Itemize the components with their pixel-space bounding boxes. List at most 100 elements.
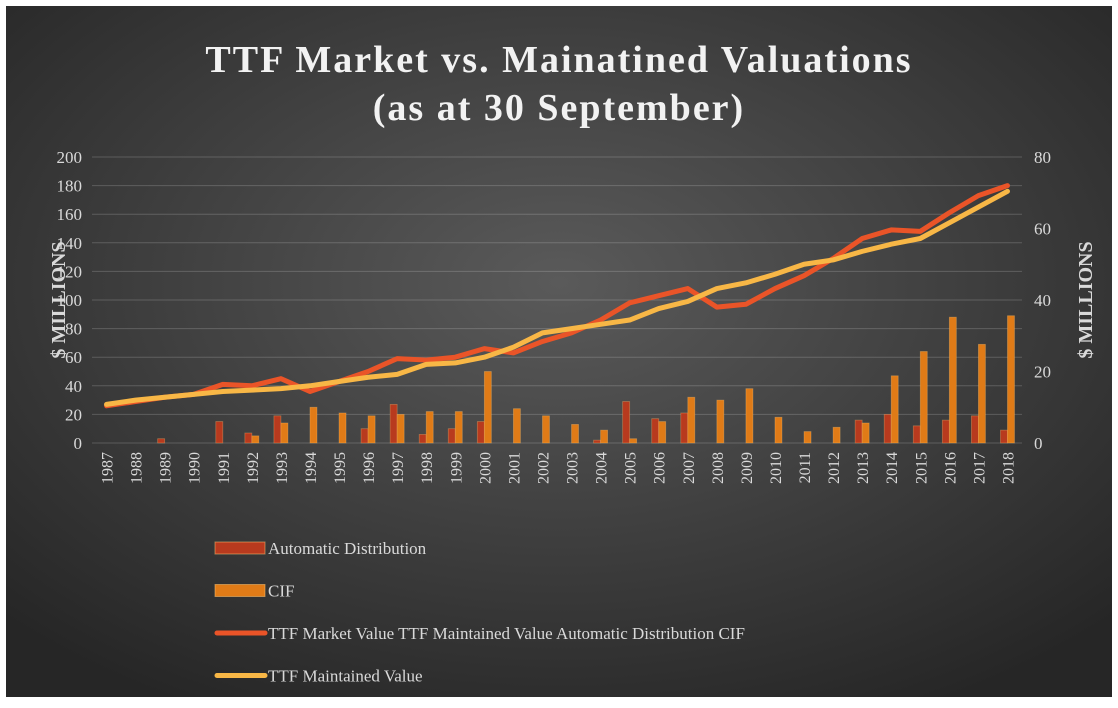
x-tick-label: 2017 <box>971 452 988 484</box>
bar <box>542 415 550 444</box>
x-tick-label: 1988 <box>129 452 146 484</box>
bar <box>658 421 667 444</box>
y2-tick-label: 80 <box>1034 148 1051 167</box>
background <box>6 6 1112 697</box>
legend-label: TTF Maintained Value <box>268 667 423 686</box>
bar <box>367 415 376 444</box>
bar <box>629 438 638 444</box>
y2-tick-label: 40 <box>1034 291 1051 310</box>
bar <box>483 371 492 444</box>
legend-label: Automatic Distribution <box>268 539 427 558</box>
y-tick-label: 120 <box>57 262 83 281</box>
legend-swatch <box>214 584 266 597</box>
x-tick-label: 2018 <box>1000 452 1017 484</box>
x-tick-label: 1995 <box>332 452 349 484</box>
x-tick-label: 2003 <box>565 452 582 484</box>
x-tick-label: 1999 <box>448 452 465 484</box>
x-tick-label: 1998 <box>419 452 436 484</box>
x-tick-label: 1992 <box>245 452 262 484</box>
y-tick-label: 0 <box>74 434 83 453</box>
x-tick-label: 2004 <box>594 452 611 484</box>
x-tick-label: 2002 <box>535 452 552 484</box>
chart-subtitle: (as at 30 September) <box>373 87 745 129</box>
x-tick-label: 2001 <box>506 452 523 484</box>
y2-tick-label: 0 <box>1034 434 1043 453</box>
bar <box>389 403 398 444</box>
bar <box>803 431 812 444</box>
x-tick-label: 1989 <box>158 452 175 484</box>
x-tick-label: 1990 <box>187 452 204 484</box>
bar <box>513 408 521 444</box>
x-tick-label: 1997 <box>390 452 407 484</box>
bar <box>396 413 405 444</box>
bar <box>941 419 950 444</box>
bar <box>890 375 899 444</box>
line-series <box>104 183 1010 409</box>
y2-tick-label: 20 <box>1034 363 1051 382</box>
x-tick-label: 1991 <box>216 452 233 484</box>
x-tick-label: 2011 <box>797 452 814 483</box>
bar <box>593 439 601 444</box>
y-tick-label: 60 <box>65 348 82 367</box>
bar <box>1000 429 1008 444</box>
x-tick-label: 2007 <box>681 452 698 484</box>
bar <box>280 422 289 444</box>
x-tick-label: 2016 <box>942 452 959 484</box>
bar <box>971 415 979 444</box>
y2-tick-label: 60 <box>1034 220 1051 239</box>
bar <box>978 343 986 444</box>
bar <box>1007 315 1015 444</box>
bar <box>687 396 696 444</box>
x-tick-label: 2014 <box>884 452 901 484</box>
bar <box>716 399 725 444</box>
x-tick-label: 2008 <box>710 452 727 484</box>
bar <box>680 412 689 444</box>
bar <box>861 422 870 444</box>
y-tick-label: 80 <box>65 320 82 339</box>
x-tick-label: 1993 <box>274 452 291 484</box>
y-tick-label: 160 <box>57 205 83 224</box>
bar <box>338 412 347 444</box>
y-tick-label: 180 <box>57 177 83 196</box>
x-tick-label: 2000 <box>477 452 494 484</box>
legend-label: TTF Market Value TTF Maintained Value Au… <box>268 624 745 643</box>
bar <box>912 425 921 444</box>
y-tick-label: 100 <box>57 291 83 310</box>
x-tick-label: 2009 <box>739 452 756 484</box>
bar <box>832 426 841 444</box>
y-tick-label: 200 <box>57 148 83 167</box>
bar <box>273 415 282 444</box>
bar <box>919 351 928 444</box>
bar <box>651 418 660 444</box>
bar <box>425 411 434 444</box>
x-tick-label: 1987 <box>100 452 117 484</box>
x-tick-label: 2013 <box>855 452 872 484</box>
y-tick-label: 40 <box>65 377 82 396</box>
x-tick-label: 2006 <box>652 452 669 484</box>
bar <box>883 413 892 444</box>
chart-title: TTF Market vs. Mainatined Valuations <box>205 39 912 81</box>
y2-axis-label: $ MILLIONS <box>1075 241 1097 358</box>
bar <box>157 438 166 444</box>
bar <box>948 316 957 444</box>
x-tick-label: 1996 <box>361 452 378 484</box>
y-tick-label: 140 <box>57 234 83 253</box>
bar <box>600 429 608 444</box>
legend-label: CIF <box>268 582 294 601</box>
bar <box>215 421 224 444</box>
bar <box>447 428 456 444</box>
y-axis-label: $ MILLIONS <box>48 241 70 358</box>
bar <box>418 434 427 444</box>
bar <box>476 421 485 444</box>
bar <box>309 406 318 444</box>
bar <box>745 388 754 444</box>
x-tick-label: 1994 <box>303 452 320 484</box>
y-tick-label: 20 <box>65 405 82 424</box>
bar <box>244 432 253 444</box>
bar <box>360 428 369 444</box>
x-tick-label: 2005 <box>623 452 640 484</box>
bar <box>774 416 783 444</box>
bar <box>854 419 863 444</box>
bar <box>622 401 631 444</box>
